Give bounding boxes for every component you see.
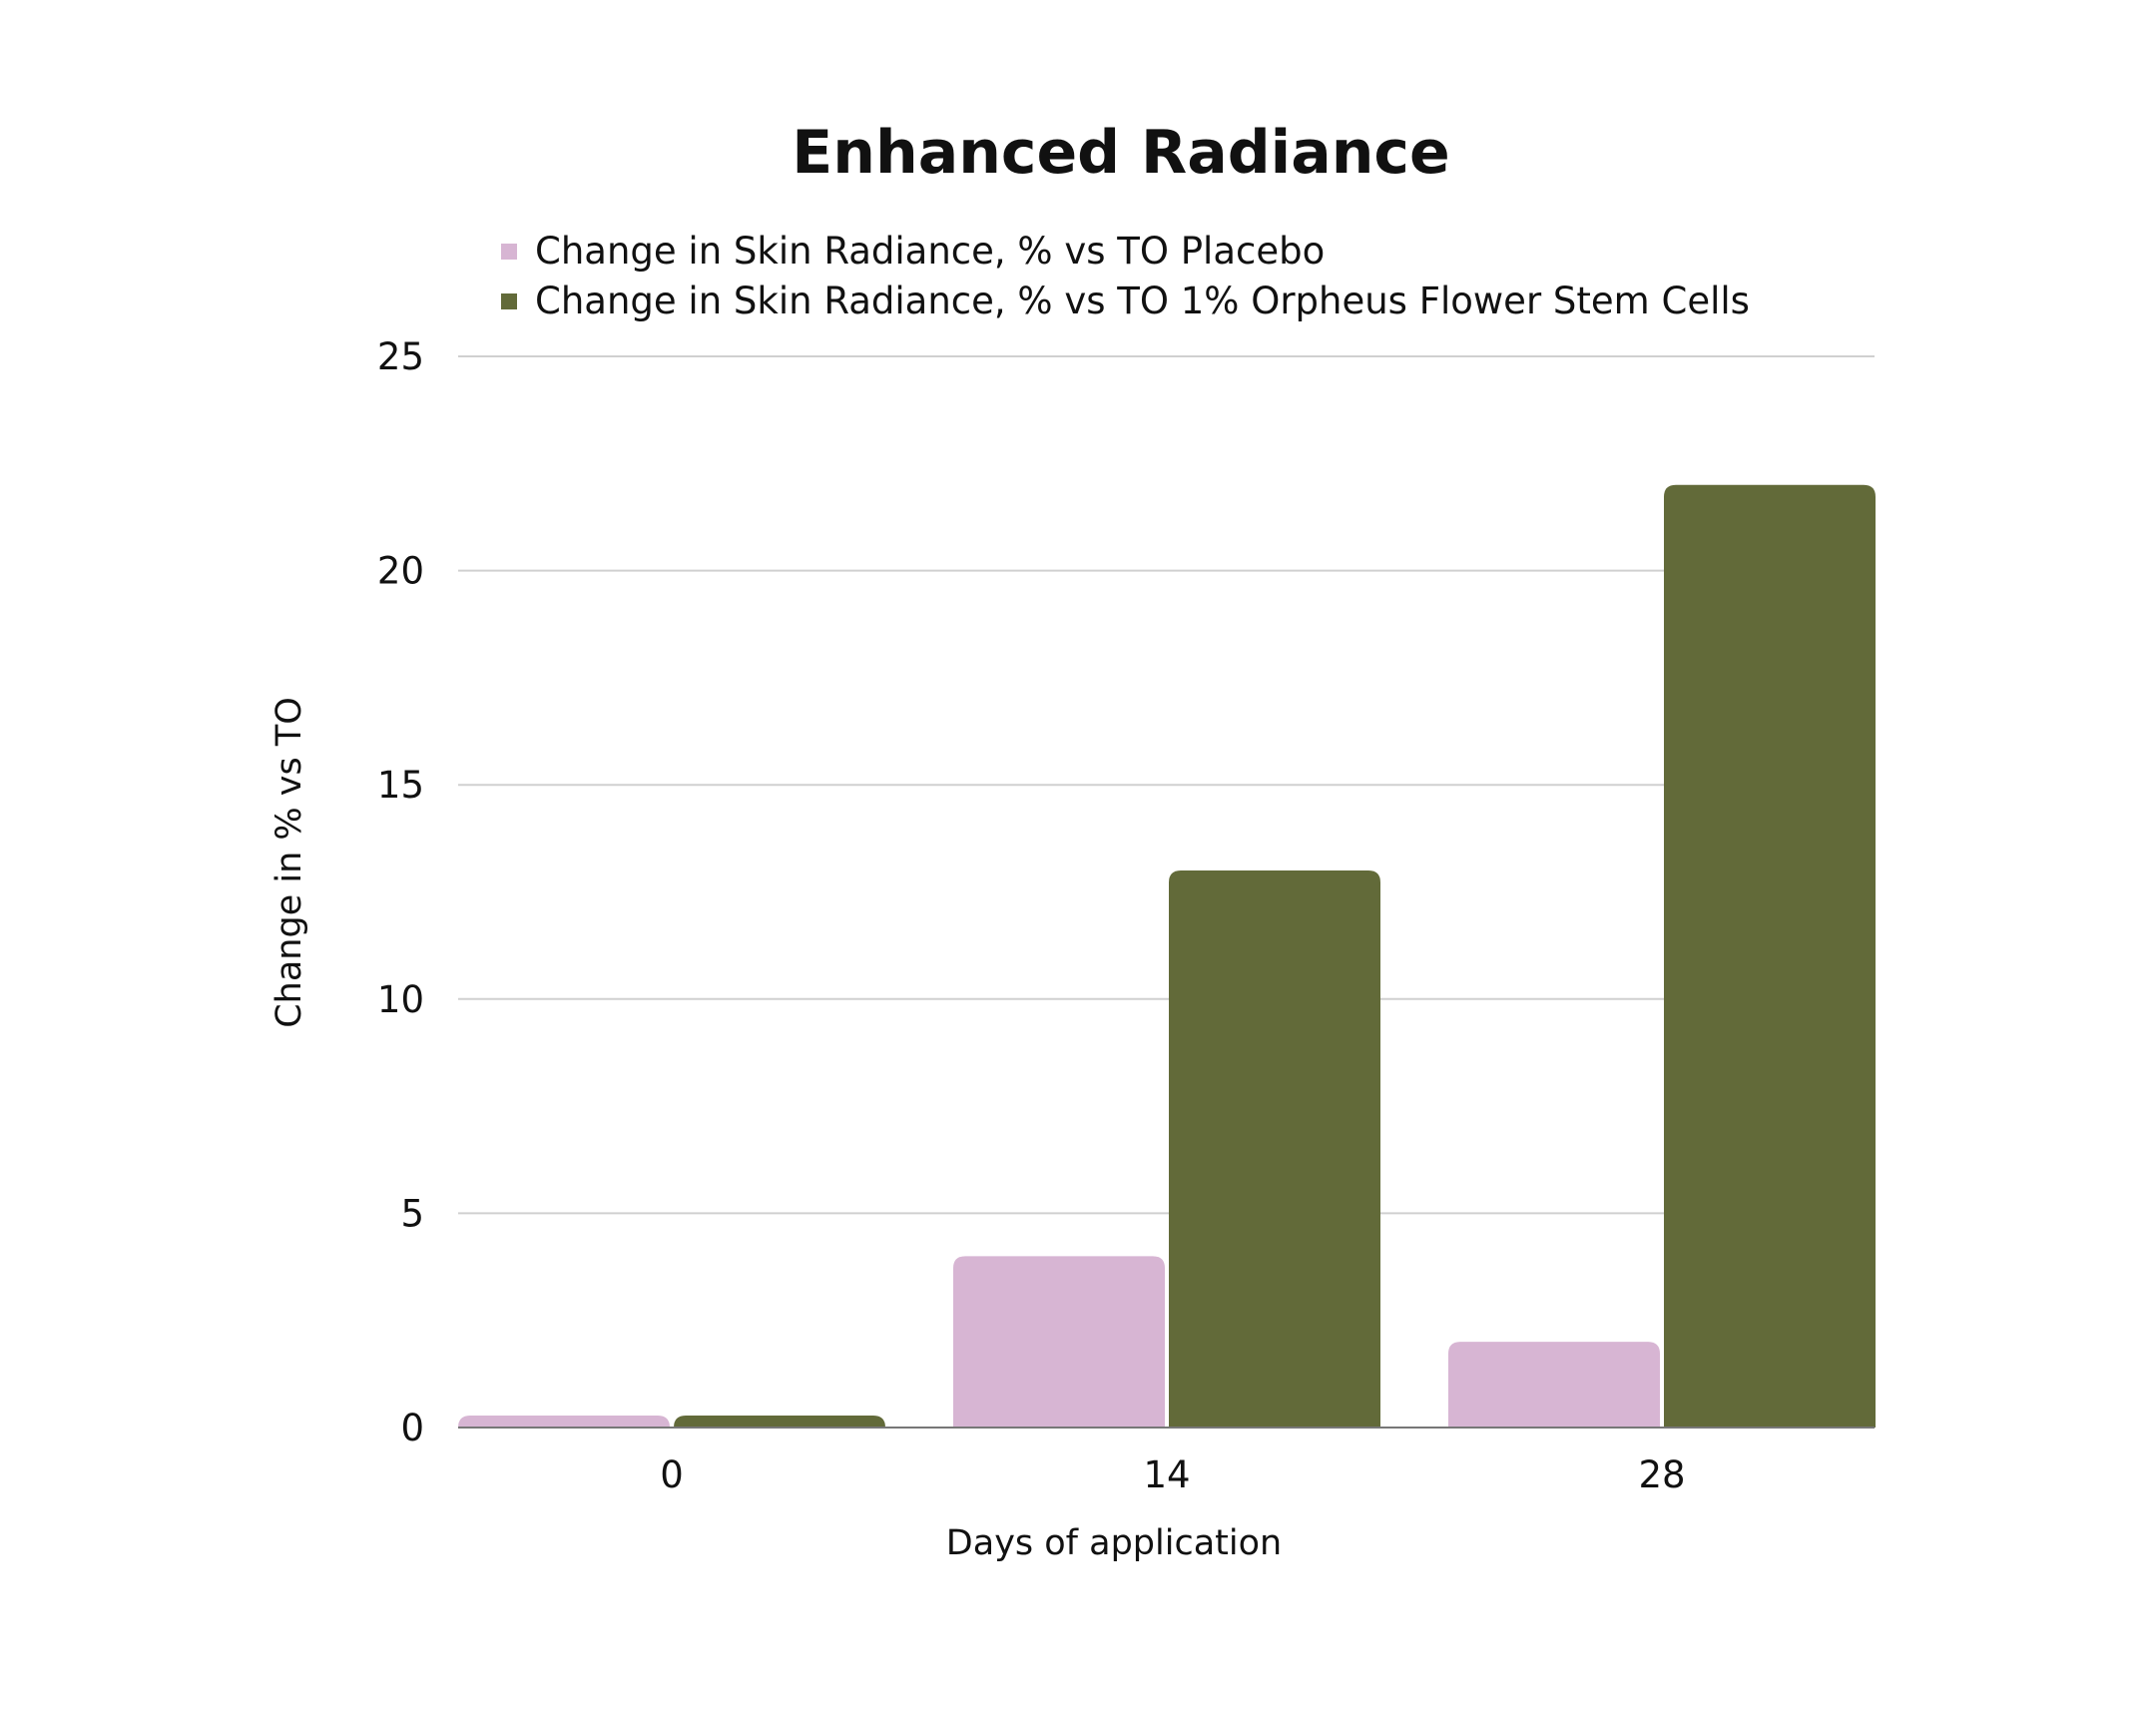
y-tick-label: 0	[400, 1407, 424, 1449]
y-tick-label: 15	[377, 764, 424, 807]
bar-placebo-day-14	[953, 1256, 1165, 1428]
chart-title: Enhanced Radiance	[792, 118, 1450, 188]
x-tick-label: 14	[1143, 1453, 1190, 1496]
y-tick-label: 10	[377, 978, 424, 1021]
y-tick-label: 5	[400, 1192, 424, 1235]
legend-label-placebo: Change in Skin Radiance, % vs TO Placebo	[535, 230, 1326, 273]
y-tick-label: 25	[377, 335, 424, 378]
legend-item-orpheus: Change in Skin Radiance, % vs TO 1% Orph…	[501, 280, 1750, 322]
y-tick-label: 20	[377, 550, 424, 593]
legend-item-placebo: Change in Skin Radiance, % vs TO Placebo	[501, 230, 1325, 273]
bar-placebo-day-0	[458, 1416, 670, 1428]
bar-orpheus-day-28	[1664, 484, 1876, 1428]
x-axis-label: Days of application	[945, 1523, 1283, 1563]
bar-placebo-day-28	[1448, 1342, 1660, 1428]
bar-orpheus-day-14	[1169, 870, 1380, 1428]
legend-label-orpheus: Change in Skin Radiance, % vs TO 1% Orph…	[535, 280, 1750, 322]
bar-orpheus-day-0	[674, 1416, 885, 1428]
legend-swatch-placebo	[501, 243, 517, 260]
x-tick-label: 28	[1638, 1453, 1685, 1496]
y-axis-label: Change in % vs TO	[270, 697, 309, 1028]
x-tick-label: 0	[660, 1453, 684, 1496]
legend-swatch-orpheus	[501, 292, 517, 309]
